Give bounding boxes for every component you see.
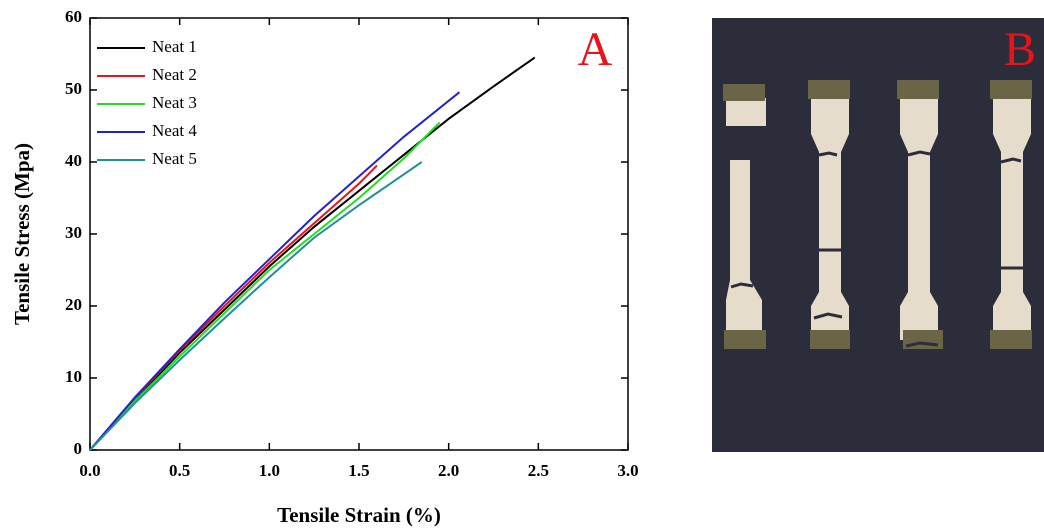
data-line — [89, 161, 423, 451]
x-tick-label: 3.0 — [617, 461, 638, 480]
y-tick-label: 50 — [65, 79, 82, 98]
panel-label: B — [1004, 23, 1036, 76]
x-axis-label: Tensile Strain (%) — [277, 503, 441, 527]
legend-label: Neat 5 — [152, 149, 197, 168]
x-tick-label: 2.0 — [438, 461, 459, 480]
y-tick-label: 10 — [65, 367, 82, 386]
y-axis-label: Tensile Stress (Mpa) — [10, 143, 34, 325]
y-tick-label: 40 — [65, 151, 82, 170]
fracture-lines — [730, 150, 1023, 348]
legend-label: Neat 2 — [152, 65, 197, 84]
x-tick-label: 0.5 — [169, 461, 190, 480]
y-tick-label: 0 — [74, 439, 83, 458]
legend-label: Neat 3 — [152, 93, 197, 112]
panel-label: A — [578, 23, 613, 76]
photo-background — [712, 18, 1044, 452]
data-line — [89, 121, 441, 451]
x-tick-label: 2.5 — [528, 461, 549, 480]
x-tick-label: 1.0 — [259, 461, 280, 480]
y-tick-label: 30 — [65, 223, 82, 242]
specimens — [726, 98, 1031, 340]
photo: B — [712, 18, 1044, 452]
data-line — [89, 56, 536, 451]
data-line — [89, 91, 461, 451]
legend-label: Neat 1 — [152, 37, 197, 56]
x-tick-label: 1.5 — [348, 461, 369, 480]
data-line — [89, 164, 378, 451]
x-tick-label: 0.0 — [79, 461, 100, 480]
y-tick-label: 60 — [65, 7, 82, 26]
legend-label: Neat 4 — [152, 121, 197, 140]
y-tick-label: 20 — [65, 295, 82, 314]
grip-tabs — [723, 80, 1032, 349]
